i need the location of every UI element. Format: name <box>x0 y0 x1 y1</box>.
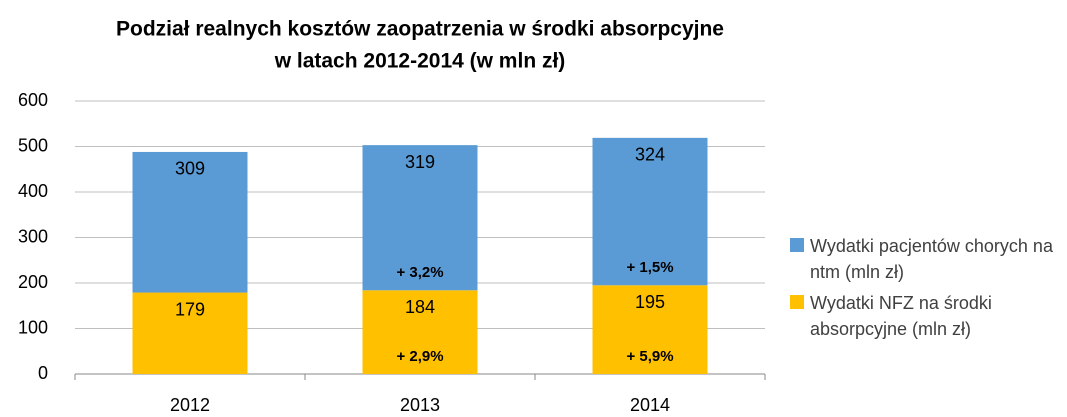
y-tick-label: 300 <box>18 226 48 246</box>
y-tick-label: 500 <box>18 135 48 155</box>
bar-segment <box>362 145 478 291</box>
y-tick-label: 200 <box>18 272 48 292</box>
change-label: + 1,5% <box>626 259 673 276</box>
bar-segment <box>132 292 248 374</box>
value-label: 319 <box>405 152 435 172</box>
bar-segment <box>592 285 708 374</box>
y-tick-label: 600 <box>18 90 48 110</box>
legend-label: Wydatki NFZ na środki absorpcyjne (mln z… <box>810 293 992 339</box>
chart-title: w latach 2012-2014 (w mln zł) <box>274 50 566 73</box>
x-tick-label: 2014 <box>630 395 670 415</box>
change-label: + 5,9% <box>626 348 673 365</box>
value-label: 324 <box>635 145 665 165</box>
bar-segment <box>592 137 708 286</box>
legend-swatch <box>790 238 804 252</box>
change-label: + 2,9% <box>396 348 443 365</box>
y-tick-label: 0 <box>38 363 48 383</box>
legend-swatch <box>790 295 804 309</box>
bar-segment <box>362 290 478 374</box>
chart-title: Podział realnych kosztów zaopatrzenia w … <box>116 18 724 41</box>
change-label: + 3,2% <box>396 264 443 281</box>
legend-label: Wydatki pacjentów chorych na ntm (mln zł… <box>810 236 1053 282</box>
y-tick-label: 400 <box>18 181 48 201</box>
x-tick-label: 2013 <box>400 395 440 415</box>
value-label: 179 <box>175 299 205 319</box>
x-tick-label: 2012 <box>170 395 210 415</box>
value-label: 184 <box>405 297 435 317</box>
value-label: 195 <box>635 292 665 312</box>
bar-segment <box>132 151 248 293</box>
value-label: 309 <box>175 159 205 179</box>
y-tick-label: 100 <box>18 317 48 337</box>
